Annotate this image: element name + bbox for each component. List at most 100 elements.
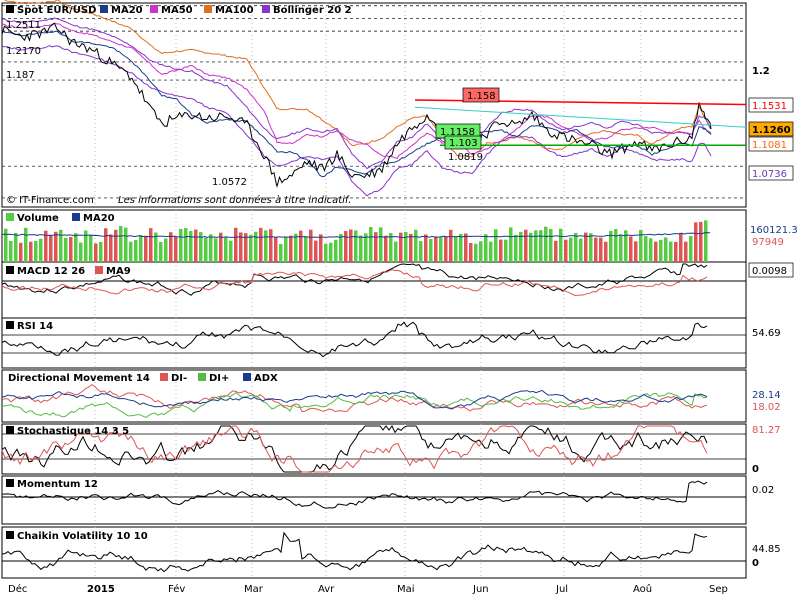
volume-bar (74, 233, 78, 262)
volume-bar (509, 227, 513, 262)
volume-bar (589, 233, 593, 262)
volume-bar (234, 227, 238, 262)
level-label: 1.2170 (6, 46, 41, 57)
volume-bar (484, 234, 488, 262)
volume-bar (134, 240, 138, 262)
volume-bar (184, 228, 188, 262)
legend-swatch (6, 426, 14, 434)
volume-bar (44, 230, 48, 262)
volume-bar (264, 230, 268, 262)
volume-bar (229, 240, 233, 262)
volume-bar (219, 232, 223, 262)
volume-bar (299, 230, 303, 262)
volume-bar (24, 227, 28, 262)
volume-bar (599, 237, 603, 262)
chaikin-value: 44.85 (752, 544, 781, 555)
legend-swatch (6, 266, 14, 274)
volume-bar (179, 228, 183, 262)
legend-swatch (6, 479, 14, 487)
legend-swatch (243, 373, 251, 381)
macd-line (1, 263, 708, 296)
legend-label: MACD 12 26 (17, 266, 85, 277)
volume-bar (39, 238, 43, 262)
level-label: 1.187 (6, 70, 35, 81)
volume-bar (139, 234, 143, 262)
legend-label: MA20 (83, 213, 115, 224)
volume-bar (644, 236, 648, 262)
volume-bar (154, 232, 158, 262)
volume-bar (634, 241, 638, 262)
volume-bar (289, 235, 293, 262)
volume-bar (514, 235, 518, 262)
macd-value: 0.0098 (752, 266, 787, 277)
volume-bar (664, 237, 668, 262)
volume-bar (579, 238, 583, 262)
volume-bar (544, 226, 548, 262)
legend-label: MA20 (111, 5, 143, 16)
volume-bar (704, 220, 708, 262)
stoch-d-line (1, 425, 708, 473)
volume-bar (609, 230, 613, 262)
volume-bar (109, 234, 113, 262)
volume-bar (404, 231, 408, 262)
rsi-line (1, 321, 708, 358)
di-plus-line (1, 391, 708, 418)
volume-bar (604, 241, 608, 262)
volume-bar (324, 243, 328, 262)
momentum-value: 0.02 (752, 485, 774, 496)
volume-bar (584, 232, 588, 262)
volume-bar (689, 236, 693, 262)
volume-bar (529, 232, 533, 262)
volume-bar (279, 243, 283, 262)
watermark-text: © IT-Finance.com (6, 195, 94, 206)
price-tag (748, 136, 794, 152)
volume-bar (224, 237, 228, 262)
x-tick-label: Avr (318, 584, 335, 595)
volume-bar (594, 237, 598, 262)
level-box-label: 1.1158 (440, 127, 475, 138)
rsi-value: 54.69 (752, 328, 781, 339)
volume-bar (84, 230, 88, 262)
x-tick-label: Sep (709, 584, 728, 595)
volume-bar (454, 236, 458, 262)
volume-bar (349, 229, 353, 262)
volume-bar (389, 232, 393, 262)
legend-swatch (198, 373, 206, 381)
volume-value: 160121.3 (750, 225, 798, 236)
level-label: 1.0572 (212, 177, 247, 188)
level-label: 1.0819 (448, 152, 483, 163)
price-tag (748, 121, 794, 137)
volume-bar (354, 230, 358, 262)
volume-ma20-line (1, 232, 711, 239)
legend-label: RSI 14 (17, 321, 53, 332)
legend-label: MA9 (106, 266, 131, 277)
volume-bar (129, 241, 133, 262)
price-tag-label: 1.1081 (752, 140, 787, 151)
volume-bar (629, 236, 633, 262)
volume-bar (699, 221, 703, 262)
volume-bar (549, 228, 553, 262)
legend-swatch (6, 321, 14, 329)
legend-label: ADX (254, 373, 278, 384)
volume-bar (174, 236, 178, 262)
volume-bar (364, 233, 368, 262)
volume-bar (99, 242, 103, 262)
x-tick-label: Mar (244, 584, 264, 595)
volume-bar (659, 239, 663, 262)
volume-bar (59, 229, 63, 262)
level-label: 1.2511 (6, 20, 41, 31)
volume-bar (409, 233, 413, 262)
volume-bar (649, 238, 653, 262)
volume-bar (379, 227, 383, 262)
legend-swatch (262, 5, 270, 13)
volume-bar (284, 236, 288, 262)
ma20-line (1, 30, 712, 178)
price-tag-label: 1.0736 (752, 169, 787, 180)
di-minus-line (1, 383, 708, 413)
volume-bar (489, 241, 493, 262)
macd-signal-line (1, 269, 708, 297)
disclaimer-text: Les informations sont données à titre in… (118, 194, 351, 206)
volume-bar (239, 232, 243, 262)
